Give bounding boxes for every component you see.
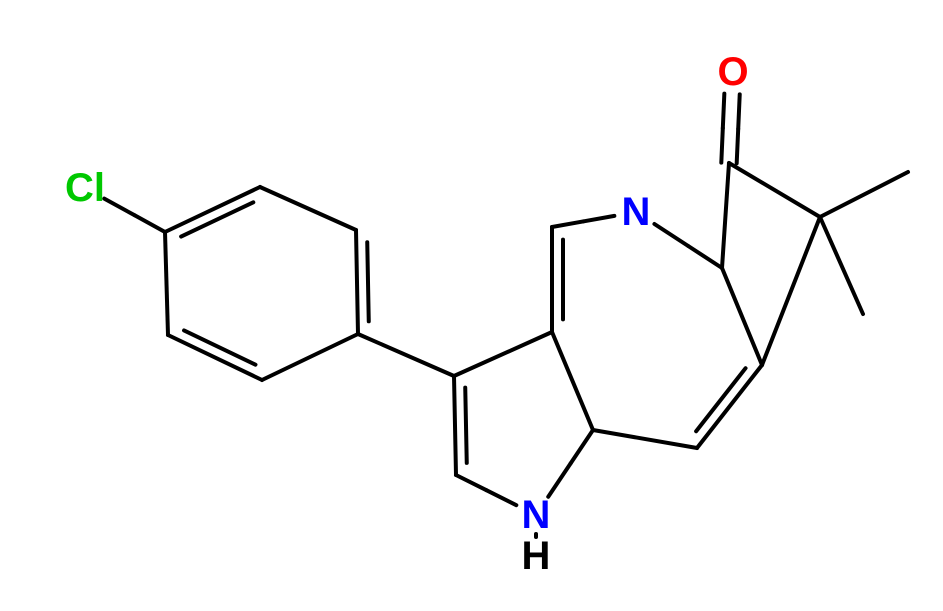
bonds-layer <box>104 94 908 537</box>
atom-label-cl: Cl <box>65 166 105 210</box>
atom-label-h: H <box>522 534 551 578</box>
molecule-canvas: ClNNHO <box>0 0 943 611</box>
atom-label-o: O <box>717 50 748 94</box>
atom-label-n: N <box>522 493 551 537</box>
atom-label-n: N <box>622 190 651 234</box>
